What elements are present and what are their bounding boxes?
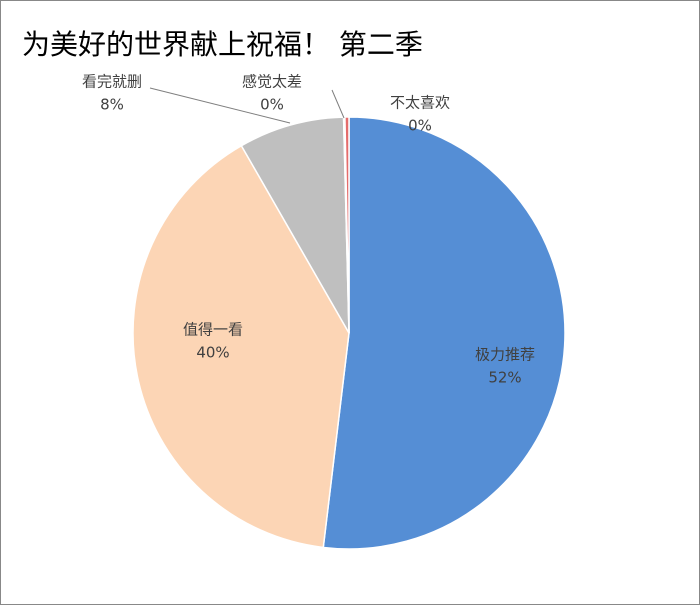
pie-slice	[132, 144, 350, 549]
data-label-name: 看完就删	[82, 73, 142, 91]
chart-title: 为美好的世界献上祝福！ 第二季	[22, 28, 423, 61]
data-label-value: 0%	[260, 96, 284, 114]
data-label-value: 8%	[100, 96, 124, 114]
data-label-value: 40%	[196, 344, 229, 362]
data-label-name: 值得一看	[183, 321, 243, 339]
data-label-name: 不太喜欢	[390, 94, 450, 112]
data-label-name: 极力推荐	[475, 346, 535, 364]
pie-slice	[240, 116, 350, 334]
data-label-name: 感觉太差	[242, 73, 302, 91]
data-label-value: 52%	[488, 369, 521, 387]
data-label-value: 0%	[408, 117, 432, 135]
leader-line	[149, 87, 291, 124]
pie-slice	[344, 116, 350, 334]
pie-slice	[322, 116, 566, 550]
leader-line	[331, 89, 345, 119]
